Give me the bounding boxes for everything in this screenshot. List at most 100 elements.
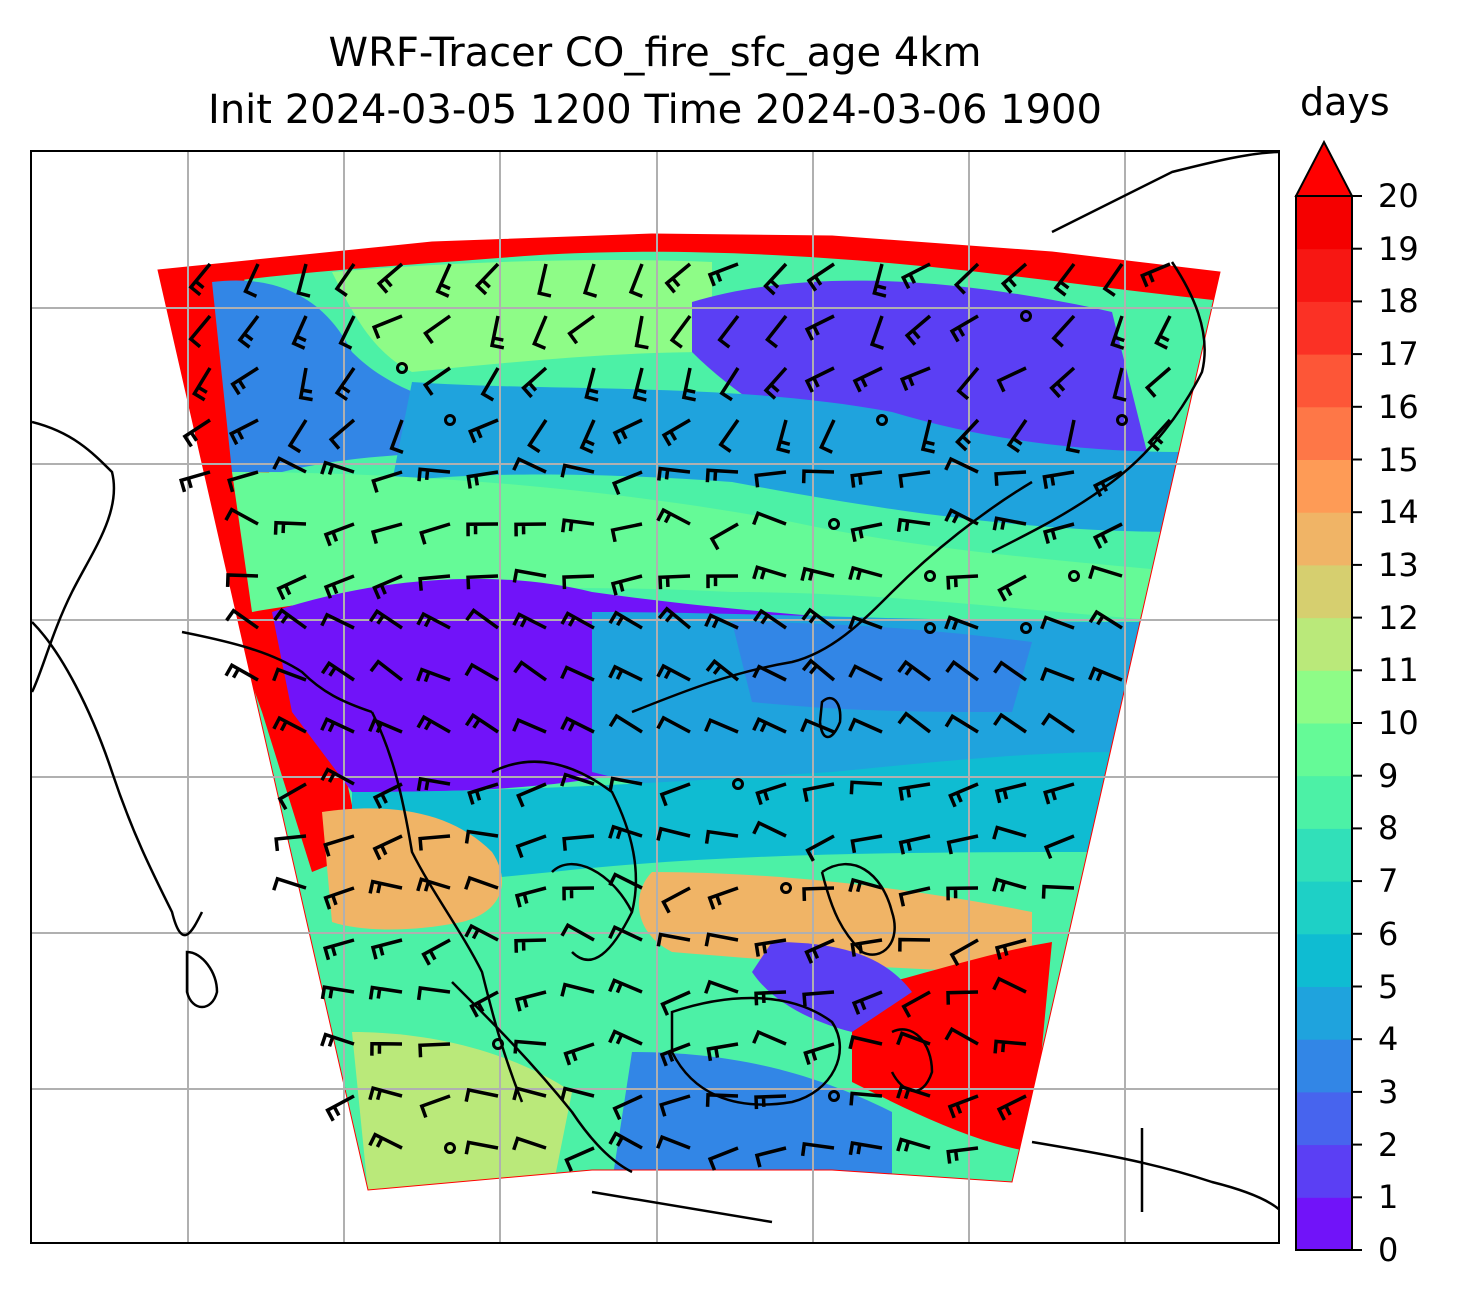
colorbar-band <box>1296 301 1352 355</box>
wind-barb <box>801 469 835 484</box>
wind-barb <box>272 715 307 734</box>
wind-barb <box>466 574 499 590</box>
wind-barb <box>656 1134 691 1150</box>
wind-barb <box>994 938 1027 960</box>
wind-barb <box>560 772 595 787</box>
wind-barb <box>464 1087 499 1102</box>
wind-barb <box>1065 419 1080 454</box>
colorbar-tick-label: 16 <box>1378 387 1419 426</box>
wind-barb <box>188 262 212 297</box>
wind-barb <box>949 314 979 343</box>
coast-new-guinea <box>1031 1140 1278 1211</box>
wind-barb <box>993 1039 1027 1054</box>
coast-india-east <box>32 621 204 937</box>
wind-barb <box>1043 782 1075 805</box>
calm-marker <box>1020 310 1032 322</box>
wind-barb <box>521 366 548 399</box>
wind-barb <box>224 507 259 526</box>
wind-barb <box>956 366 980 401</box>
wind-barb <box>464 875 499 890</box>
wind-barb <box>469 990 499 1018</box>
wind-barb <box>334 263 356 297</box>
wind-barb <box>514 522 547 537</box>
wind-barb <box>946 990 979 1005</box>
coast-russia-ne <box>1051 152 1278 234</box>
map-panel[interactable] <box>30 150 1280 1244</box>
colorbar-band <box>1296 828 1352 882</box>
colorbar-tick-label: 5 <box>1378 967 1399 1006</box>
wind-barb <box>848 565 883 581</box>
wind-barb <box>850 470 883 488</box>
wind-barb <box>659 782 691 807</box>
coast-korea-japan <box>991 261 1206 554</box>
wind-barb <box>804 938 835 964</box>
wind-barb <box>418 834 451 851</box>
wind-barb <box>512 1136 547 1151</box>
wind-barb <box>560 463 595 478</box>
wind-barb <box>225 608 260 630</box>
wind-barb <box>659 1094 691 1117</box>
wind-barb <box>608 1029 643 1046</box>
wind-barb <box>850 834 883 854</box>
wind-barb <box>944 508 979 526</box>
wind-barb <box>850 522 883 543</box>
wind-barb <box>944 713 979 734</box>
wind-barb <box>1140 262 1171 288</box>
wind-barb <box>669 314 692 349</box>
wind-barb <box>514 990 547 1012</box>
colorbar-band <box>1296 354 1352 408</box>
wind-barb <box>416 714 451 734</box>
coast-sumatra <box>451 981 633 1174</box>
colorbar-band <box>1296 1091 1352 1146</box>
colorbar-tick-label: 7 <box>1378 862 1399 901</box>
wind-barb <box>464 712 499 734</box>
wind-barb <box>752 511 787 526</box>
wind-barb <box>467 418 499 444</box>
wind-barb <box>563 1042 595 1066</box>
wind-barb <box>801 658 836 682</box>
wind-barb <box>1041 712 1075 734</box>
colorbar-tick-label: 3 <box>1378 1072 1399 1111</box>
wind-barb <box>661 886 691 914</box>
wind-barb <box>719 367 740 402</box>
wind-barb <box>225 573 259 588</box>
coast-indochina <box>491 760 638 962</box>
wind-barb <box>274 834 307 852</box>
colorbar-tick-label: 18 <box>1378 282 1419 321</box>
wind-barb <box>513 1039 547 1054</box>
colorbar-tick-label: 15 <box>1378 440 1419 479</box>
colorbar-tick-label: 12 <box>1378 598 1419 637</box>
wind-barb <box>419 522 451 545</box>
colorbar-tick-label: 2 <box>1378 1125 1399 1164</box>
wind-barb <box>718 418 740 453</box>
wind-barb <box>467 782 499 805</box>
wind-barb <box>804 366 835 393</box>
wind-barb <box>869 315 885 350</box>
wind-barb <box>560 518 595 533</box>
wind-barb <box>464 662 499 682</box>
wind-barb <box>389 419 404 454</box>
wind-barb <box>896 1031 931 1046</box>
wind-barb <box>368 717 403 734</box>
wind-barb <box>899 366 931 392</box>
wind-barb <box>368 985 403 1000</box>
field-band-mid-cyan <box>392 382 1182 532</box>
wind-barb <box>1088 609 1123 630</box>
wind-barb <box>273 607 308 630</box>
colorbar-band <box>1296 723 1352 777</box>
wind-barb <box>709 522 739 551</box>
wind-barb <box>657 466 691 481</box>
wind-barb <box>763 366 788 400</box>
wind-barb <box>564 1146 595 1172</box>
wind-barb <box>323 834 355 857</box>
wind-barb <box>368 608 403 630</box>
colorbar-tick-label: 10 <box>1378 704 1419 742</box>
wind-barb <box>628 263 644 298</box>
wind-barb <box>188 314 212 349</box>
wind-barb <box>992 877 1027 892</box>
wind-barb <box>949 938 979 967</box>
calm-marker <box>924 570 936 582</box>
wind-barb <box>435 263 452 298</box>
wind-barb <box>320 660 355 682</box>
wind-barb <box>707 886 739 910</box>
